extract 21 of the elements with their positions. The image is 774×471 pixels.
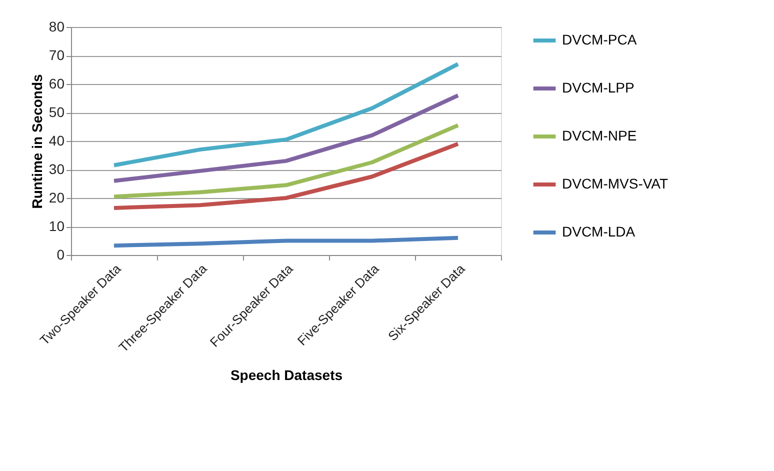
y-tick-label: 50 bbox=[48, 104, 65, 120]
legend-label: DVCM-PCA bbox=[562, 32, 638, 48]
legend-label: DVCM-LDA bbox=[562, 224, 636, 240]
line-series bbox=[112, 142, 460, 210]
line-series bbox=[112, 236, 460, 248]
y-axis-title: Runtime in Seconds bbox=[28, 74, 45, 209]
legend-label: DVCM-MVS-VAT bbox=[562, 176, 668, 192]
y-tick-label: 40 bbox=[48, 132, 65, 148]
y-tick-label: 0 bbox=[56, 246, 65, 262]
legend-label: DVCM-LPP bbox=[562, 80, 634, 96]
x-axis-title: Speech Datasets bbox=[230, 366, 343, 383]
y-tick-label: 80 bbox=[48, 18, 65, 34]
y-tick-label: 10 bbox=[48, 218, 65, 234]
y-tick-label: 30 bbox=[48, 161, 65, 177]
line-series bbox=[112, 62, 460, 168]
y-tick-label: 20 bbox=[48, 190, 65, 206]
line-series bbox=[112, 123, 460, 199]
legend-label: DVCM-NPE bbox=[562, 128, 637, 144]
line-series bbox=[112, 93, 460, 183]
y-tick-label: 60 bbox=[48, 76, 65, 92]
y-tick-label: 70 bbox=[48, 47, 65, 63]
